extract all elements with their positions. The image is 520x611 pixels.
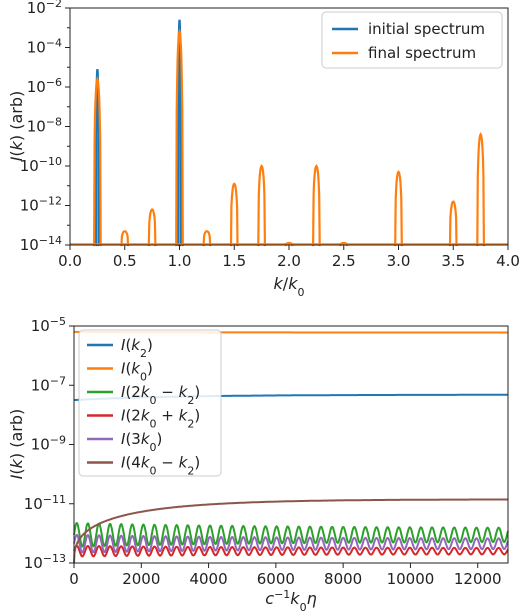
- bottom-x-tick-label: 4000: [189, 570, 227, 588]
- legend-label-i-k2: I(k2): [121, 336, 153, 360]
- top-x-axis-label: k/k0: [274, 274, 305, 299]
- top-x-tick-label: 1.0: [168, 252, 192, 270]
- series-i-4k0-k2: [73, 498, 508, 564]
- top-x-tick-label: 1.5: [222, 252, 246, 270]
- line-i-3k0: [73, 533, 509, 554]
- top-y-tick-label: 10−2: [27, 0, 62, 17]
- line-i-2k0-k2: [73, 521, 509, 548]
- top-x-tick-label: 3.5: [441, 252, 465, 270]
- bottom-y-ticks: 10−13 10−11 10−9 10−7 10−5: [24, 315, 74, 573]
- top-x-tick-label: 3.0: [387, 252, 411, 270]
- peak-final-spectrum-k3: [394, 170, 403, 247]
- bottom-x-tick-label: 8000: [324, 570, 362, 588]
- series-i-2k0-k2: [73, 544, 509, 558]
- series-i-3k0: [73, 533, 509, 554]
- top-y-ticks: 10−14 10−12 10−10 10−8 10−6 10−4 10−2: [20, 0, 70, 254]
- series-initial-spectrum: [94, 19, 182, 247]
- bottom-x-tick-label: 0: [69, 570, 79, 588]
- line-i-4k0-k2: [73, 498, 508, 564]
- legend-label-i-2k0-k2: I(2k0 − k2): [121, 383, 200, 407]
- series-i-2k0-k2: [73, 521, 509, 548]
- top-x-tick-label: 0.5: [113, 252, 137, 270]
- bottom-y-tick-label: 10−9: [31, 433, 66, 454]
- series-final-spectrum: [70, 28, 508, 247]
- legend-label-final-spectrum: final spectrum: [368, 44, 476, 62]
- bottom-legend: I(k2)I(k0)I(2k0 − k2)I(2k0 + k2)I(3k0)I(…: [78, 329, 222, 478]
- peak-final-spectrum-k1: [175, 28, 184, 247]
- peak-initial-spectrum-k0_25: [94, 69, 100, 247]
- peak-final-spectrum-k3_5: [448, 200, 458, 247]
- top-legend: initial spectrum final spectrum: [321, 11, 503, 69]
- bottom-x-tick-label: 6000: [257, 570, 295, 588]
- bottom-x-tick-label: 2000: [122, 570, 160, 588]
- top-x-tick-label: 2.0: [277, 252, 301, 270]
- line-i-2k0-k2: [73, 544, 509, 558]
- top-panel-series: [70, 19, 508, 247]
- bottom-y-tick-label: 10−11: [24, 492, 66, 513]
- top-x-ticks: 0.0 0.5 1.0 1.5 2.0 2.5 3.0 3.5 4.0: [58, 245, 520, 270]
- peak-final-spectrum-k2_25: [312, 164, 321, 247]
- bottom-y-tick-label: 10−7: [31, 374, 66, 395]
- top-y-tick-label: 10−4: [27, 36, 62, 57]
- top-x-tick-label: 0.0: [58, 252, 82, 270]
- top-panel: 0.0 0.5 1.0 1.5 2.0 2.5 3.0 3.5 4.0 10−1410−1210…: [7, 0, 520, 299]
- peak-final-spectrum-k0_5: [120, 230, 130, 247]
- bottom-x-axis-label: c−1k0η: [265, 588, 316, 611]
- peak-initial-spectrum-k1: [177, 19, 182, 247]
- top-y-tick-label: 10−6: [27, 76, 62, 97]
- peak-final-spectrum-k0_75: [147, 208, 157, 247]
- bottom-y-axis-label: I(k) (arb): [7, 409, 26, 480]
- legend-label-i-k0: I(k0): [121, 360, 153, 384]
- legend-label-i-4k0-k2: I(4k0 − k2): [121, 454, 200, 478]
- peak-final-spectrum-k1_25: [202, 230, 212, 247]
- bottom-y-tick-label: 10−5: [31, 315, 66, 336]
- bottom-panel: 0 2000 4000 6000 8000 10000 12000 10−1310−1110…: [7, 315, 509, 611]
- legend-label-i-2k0-k2: I(2k0 + k2): [121, 407, 200, 431]
- top-legend-box: [321, 11, 503, 69]
- top-y-axis-label: I(k) (arb): [7, 91, 26, 162]
- legend-label-initial-spectrum: initial spectrum: [368, 20, 485, 38]
- top-y-tick-label: 10−12: [20, 194, 62, 215]
- peak-final-spectrum-k1_75: [257, 164, 266, 247]
- bottom-legend-box: [78, 329, 222, 477]
- top-y-tick-label: 10−8: [27, 115, 62, 136]
- bottom-y-tick-label: 10−13: [24, 552, 66, 573]
- top-y-tick-label: 10−14: [20, 234, 62, 255]
- bottom-x-tick-label: 12000: [454, 570, 502, 588]
- bottom-x-tick-label: 10000: [387, 570, 435, 588]
- top-x-tick-label: 4.0: [496, 252, 520, 270]
- top-x-tick-label: 2.5: [332, 252, 356, 270]
- peak-final-spectrum-k3_75: [476, 132, 485, 247]
- bottom-x-ticks: 0 2000 4000 6000 8000 10000 12000: [69, 563, 502, 588]
- legend-label-i-3k0: I(3k0): [121, 430, 162, 454]
- peak-final-spectrum-k0_25: [93, 75, 102, 247]
- top-y-tick-label: 10−10: [20, 155, 62, 176]
- peak-final-spectrum-k1_5: [229, 182, 239, 247]
